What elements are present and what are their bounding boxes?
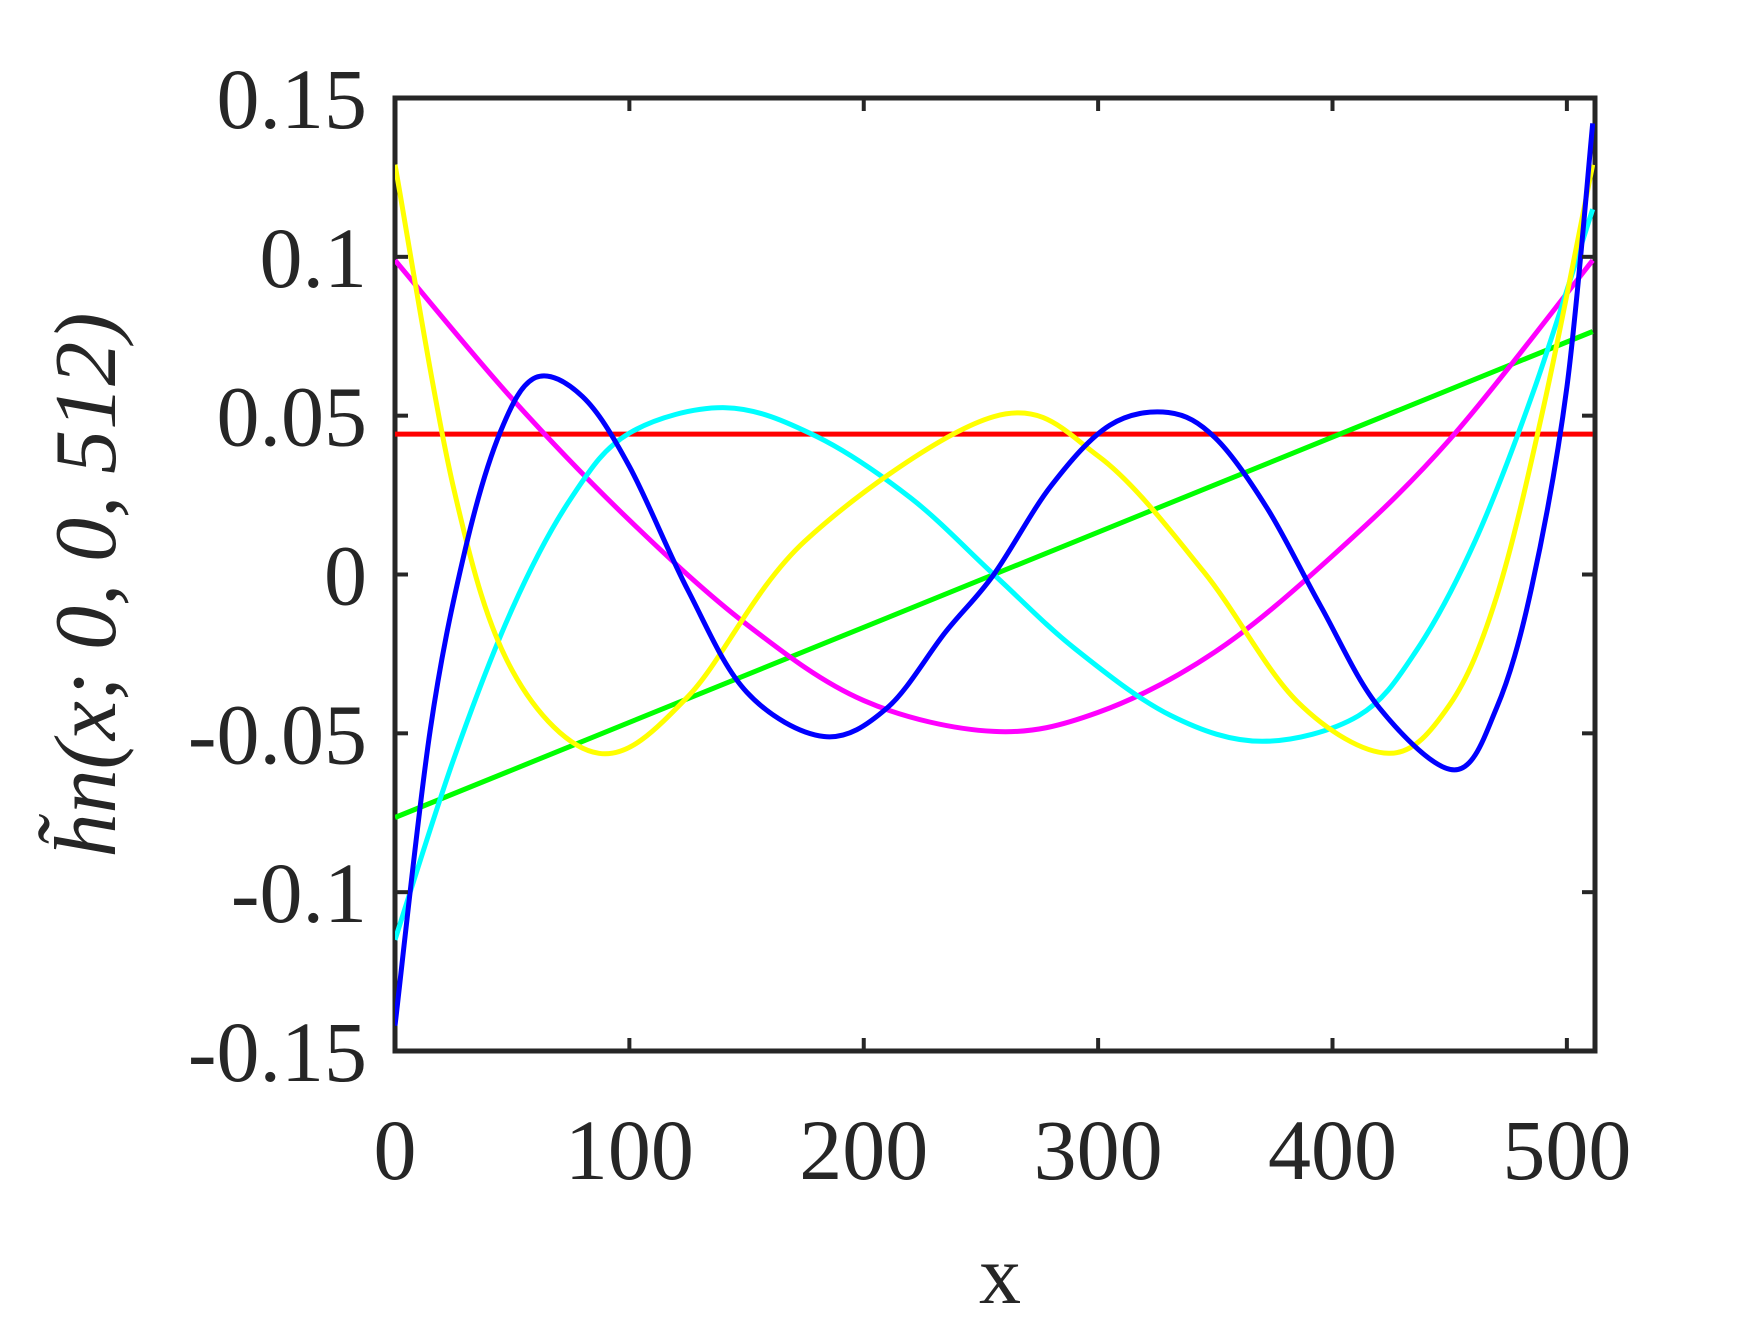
series-line-6 <box>395 123 1595 1026</box>
x-tick-label: 100 <box>565 1102 694 1198</box>
series-layer <box>395 123 1595 1026</box>
y-tick-label: 0.15 <box>217 51 368 147</box>
y-axis-label: h̃n(x; 0, 0, 512) <box>37 313 135 858</box>
y-tick-label: -0.15 <box>188 1004 367 1100</box>
series-line-3 <box>395 258 1595 735</box>
y-tick-label: 0.05 <box>217 369 368 465</box>
x-tick-label: 400 <box>1268 1102 1397 1198</box>
series-line-5 <box>395 164 1595 757</box>
x-tick-label: 300 <box>1034 1102 1163 1198</box>
y-tick-label: 0 <box>324 528 367 624</box>
y-tick-label: -0.1 <box>231 845 367 941</box>
y-tick-label: 0.1 <box>260 210 368 306</box>
ticks-layer: 0 100 200 300 400 500 -0.15 -0.1 -0.05 0 0.05 0.1 0.… <box>188 51 1632 1198</box>
x-tick-label: 500 <box>1502 1102 1631 1198</box>
x-tick-label: 0 <box>374 1102 417 1198</box>
y-tick-label: -0.05 <box>188 686 367 782</box>
x-tick-label: 200 <box>799 1102 928 1198</box>
x-axis-label: x <box>979 1229 1021 1313</box>
